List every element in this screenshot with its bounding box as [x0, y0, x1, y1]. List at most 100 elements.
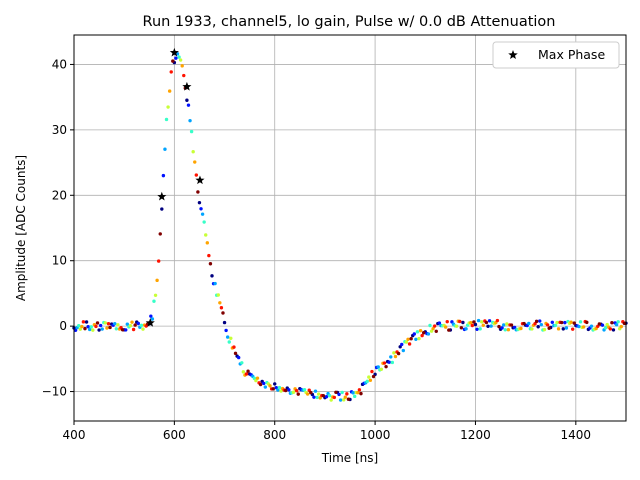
- waveform-point: [136, 321, 140, 326]
- waveform-point: [611, 328, 616, 332]
- waveform-point: [207, 253, 211, 258]
- waveform-point: [569, 320, 573, 324]
- waveform-point: [95, 321, 100, 325]
- waveform-point: [199, 207, 203, 211]
- grid: [73, 35, 626, 421]
- waveform-point: [296, 392, 300, 396]
- waveform-point: [371, 374, 376, 379]
- legend-label-max-phase: Max Phase: [538, 47, 605, 62]
- waveform-point: [401, 348, 406, 353]
- waveform-point: [216, 293, 220, 297]
- waveform-point: [98, 323, 103, 328]
- waveform-point: [169, 70, 173, 74]
- waveform-point: [174, 56, 178, 60]
- waveform-point: [105, 326, 109, 330]
- waveform-point: [338, 398, 343, 402]
- waveform-point: [131, 327, 136, 332]
- waveform-point: [213, 281, 217, 286]
- waveform-point: [572, 321, 576, 325]
- waveform-point: [81, 320, 86, 324]
- waveform-point: [443, 325, 448, 329]
- waveform-point: [550, 320, 554, 324]
- waveform-point: [585, 320, 589, 325]
- waveform-point: [167, 89, 172, 93]
- waveform-point: [305, 392, 310, 396]
- x-tick-label: 1000: [360, 428, 391, 442]
- waveform-point: [125, 322, 130, 326]
- plot-frame: [73, 34, 627, 422]
- waveform-point: [153, 293, 158, 298]
- waveform-point: [370, 369, 374, 374]
- waveform-point: [255, 376, 260, 380]
- waveform-point: [291, 390, 296, 394]
- waveform-point: [497, 324, 501, 329]
- waveform-point: [141, 327, 145, 331]
- waveform-point: [200, 212, 205, 216]
- waveform-point: [553, 323, 558, 328]
- waveform-point: [171, 59, 175, 63]
- waveform-point: [379, 367, 384, 371]
- chart-title: Run 1933, channel5, lo gain, Pulse w/ 0.…: [143, 14, 556, 30]
- waveform-point: [417, 336, 421, 341]
- waveform-point: [194, 173, 199, 177]
- waveform-point: [180, 64, 184, 68]
- waveform-point: [202, 220, 206, 224]
- waveform-point: [208, 262, 213, 266]
- waveform-point: [232, 345, 236, 349]
- waveform-point: [128, 323, 133, 328]
- waveform-point: [346, 397, 351, 401]
- waveform-point: [351, 391, 355, 395]
- waveform-point: [279, 389, 283, 393]
- waveform-point: [133, 323, 137, 327]
- waveform-point: [342, 398, 346, 402]
- waveform-point: [191, 149, 195, 154]
- waveform-point: [437, 321, 442, 325]
- waveform-point: [205, 241, 209, 245]
- waveform-point: [89, 325, 93, 329]
- waveform-point: [542, 327, 547, 332]
- waveform-point: [458, 319, 462, 324]
- waveform-point: [287, 388, 291, 392]
- waveform-point: [534, 319, 539, 324]
- waveform-point: [263, 385, 268, 389]
- max-phase-star: [157, 191, 167, 201]
- waveform-point: [563, 320, 567, 325]
- waveform-point: [616, 320, 620, 324]
- waveform-point: [600, 323, 605, 327]
- waveform-point: [166, 105, 170, 109]
- waveform-point: [178, 58, 183, 62]
- y-tick-label: 10: [52, 254, 67, 268]
- waveform-point: [294, 389, 299, 393]
- waveform-point: [429, 329, 434, 333]
- waveform-point: [188, 118, 192, 123]
- waveform-point: [560, 320, 564, 325]
- waveform-point: [91, 328, 95, 332]
- waveform-point: [368, 378, 373, 383]
- x-tick-label: 600: [163, 428, 186, 442]
- waveform-point: [86, 325, 90, 329]
- waveform-point: [113, 321, 117, 326]
- x-tick-label: 1400: [561, 428, 592, 442]
- waveform-point: [73, 328, 78, 332]
- waveform-point: [161, 173, 166, 178]
- waveform-point: [329, 398, 333, 402]
- waveform-point: [241, 370, 246, 374]
- waveform-point: [309, 390, 313, 395]
- waveform-point: [564, 326, 569, 330]
- waveform-point: [538, 319, 542, 323]
- waveform-point: [210, 274, 214, 278]
- waveform-point: [577, 324, 581, 329]
- waveform-point: [608, 327, 613, 331]
- waveform-point: [108, 325, 112, 330]
- waveform-point: [476, 318, 481, 323]
- waveform-point: [353, 394, 357, 399]
- waveform-point: [94, 324, 98, 329]
- waveform-point: [382, 361, 387, 365]
- waveform-point: [197, 200, 202, 205]
- waveform-point: [578, 320, 583, 324]
- waveform-point: [340, 390, 344, 395]
- waveform-point: [229, 336, 233, 340]
- waveform-point: [236, 355, 241, 360]
- waveform-point: [359, 391, 363, 396]
